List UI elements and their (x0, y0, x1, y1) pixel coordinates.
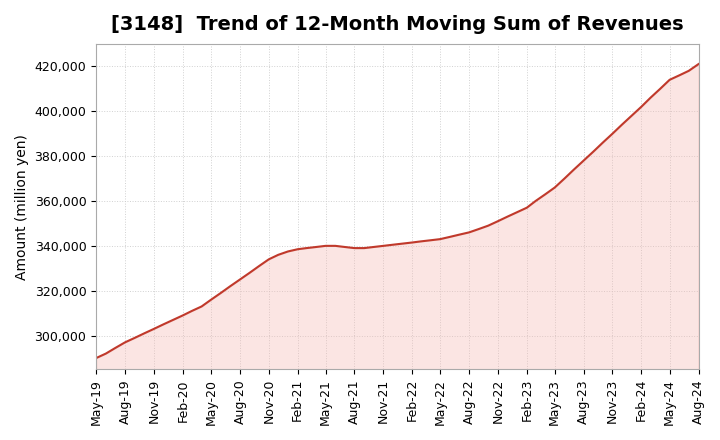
Title: [3148]  Trend of 12-Month Moving Sum of Revenues: [3148] Trend of 12-Month Moving Sum of R… (111, 15, 683, 34)
Y-axis label: Amount (million yen): Amount (million yen) (15, 134, 29, 279)
